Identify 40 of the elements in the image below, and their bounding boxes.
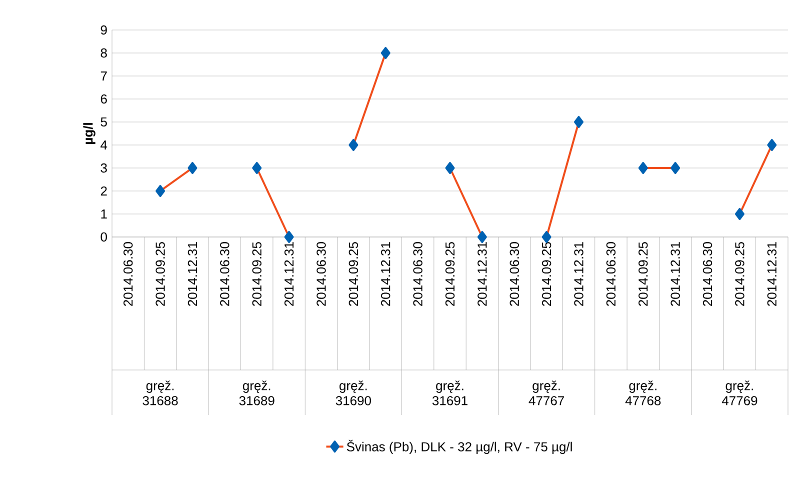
x-tick-label: 2014.09.25 — [735, 242, 744, 306]
x-tick-label: 2014.09.25 — [445, 242, 455, 306]
x-tick-label: 2014.09.25 — [542, 242, 552, 306]
text: gręž. 47767 — [528, 380, 564, 406]
text: gręž. 31690 — [336, 380, 371, 406]
x-tick-label: 2014.06.30 — [316, 242, 326, 306]
x-tick-label: 2014.06.30 — [123, 242, 133, 306]
text: gręž. 31691 — [432, 380, 468, 406]
x-tick-label: 2014.12.31 — [188, 242, 198, 306]
text: gręž. 31688 — [142, 380, 178, 406]
y-tick-label: 6 — [100, 94, 107, 104]
y-tick-label: 7 — [100, 72, 107, 80]
x-tick-label: 2014.12.31 — [767, 242, 776, 306]
x-tick-label: 2014.06.30 — [702, 242, 712, 306]
x-tick-label: 2014.06.30 — [510, 242, 519, 306]
y-tick-label: 5 — [100, 117, 107, 127]
x-tick-label: 2014.12.31 — [478, 242, 487, 306]
y-tick-label: 9 — [100, 25, 107, 35]
text: gręž. 31689 — [239, 380, 274, 406]
y-tick-label: 0 — [100, 232, 107, 242]
y-axis-title: µg/l — [83, 123, 96, 144]
x-tick-label: 2014.12.31 — [574, 242, 584, 306]
x-tick-label: 2014.12.31 — [670, 242, 680, 306]
y-tick-label: 2 — [100, 186, 107, 196]
y-tick-label: 8 — [100, 48, 107, 58]
y-tick-label: 4 — [100, 140, 108, 150]
x-tick-label: 2014.12.31 — [284, 242, 294, 306]
x-tick-label: 2014.06.30 — [606, 242, 616, 306]
y-tick-label: 3 — [100, 163, 107, 173]
legend-label: Švinas (Pb), DLK - 32 µg/l, RV - 75 µg/l — [346, 440, 572, 454]
x-tick-label: 2014.06.30 — [413, 242, 422, 306]
x-tick-label: 2014.12.31 — [381, 242, 390, 306]
x-tick-label: 2014.09.25 — [156, 242, 165, 306]
x-tick-label: 2014.09.25 — [638, 242, 648, 306]
x-tick-label: 2014.09.25 — [252, 242, 262, 306]
y-tick-label: 1 — [101, 210, 107, 218]
text: gręž. 47769 — [722, 380, 758, 406]
text: gręž. 47768 — [625, 380, 661, 406]
x-tick-label: 2014.06.30 — [220, 242, 230, 306]
x-tick-label: 2014.09.25 — [348, 242, 358, 306]
